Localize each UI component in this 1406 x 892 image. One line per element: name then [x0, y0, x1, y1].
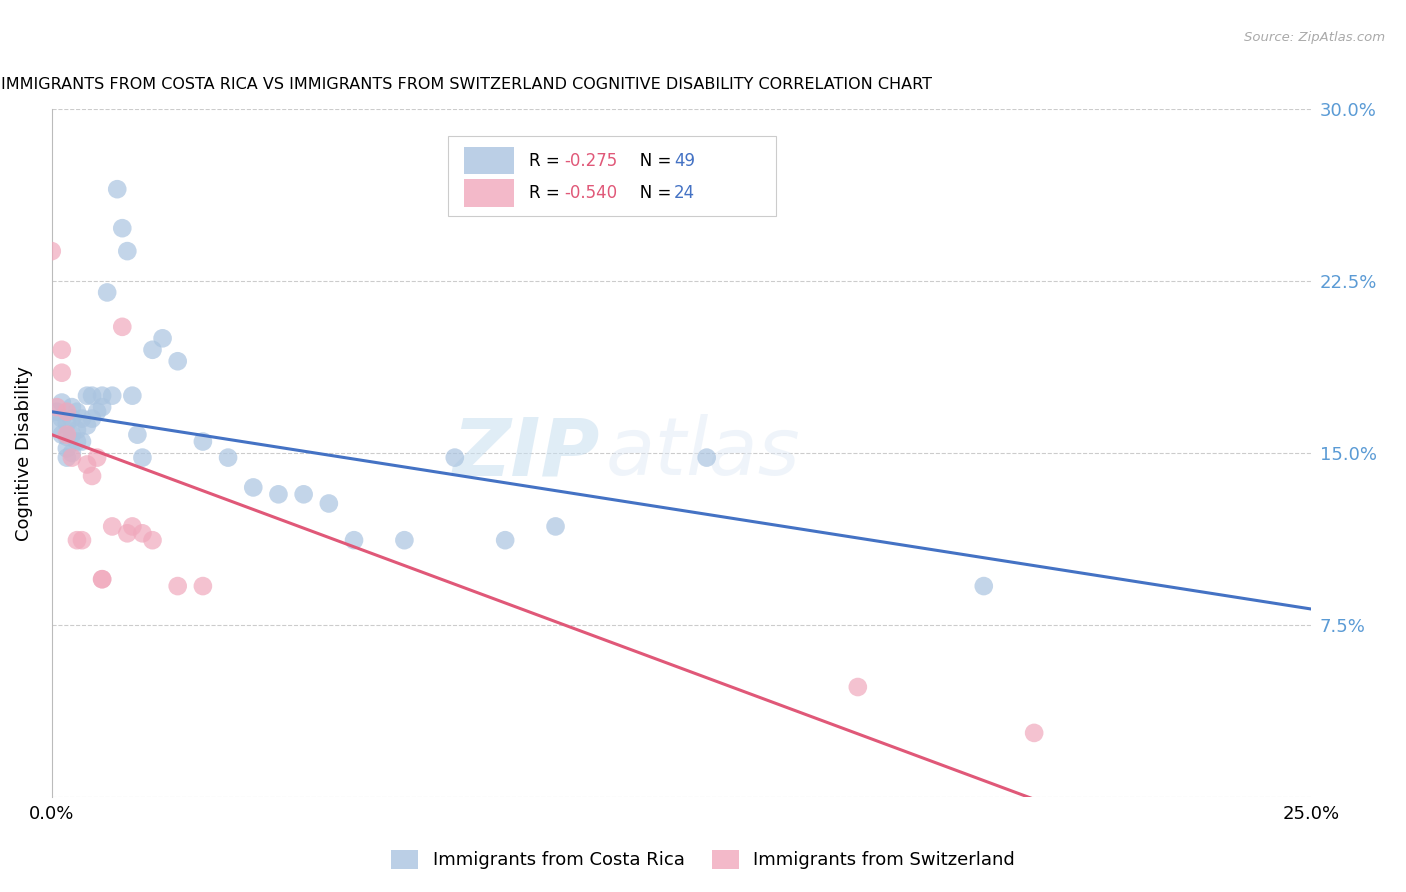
Point: [267, 487, 290, 501]
Text: N =: N =: [623, 184, 676, 202]
Point: [56, 427, 79, 442]
Point: [217, 450, 239, 465]
Point: [51, 366, 73, 380]
Point: [846, 680, 869, 694]
Point: [191, 579, 214, 593]
Point: [51, 427, 73, 442]
Point: [101, 389, 124, 403]
Point: [121, 519, 143, 533]
Point: [91, 572, 114, 586]
Point: [111, 319, 134, 334]
Point: [76, 389, 98, 403]
Legend: Immigrants from Costa Rica, Immigrants from Switzerland: Immigrants from Costa Rica, Immigrants f…: [382, 841, 1024, 879]
Point: [70, 411, 93, 425]
Point: [191, 434, 214, 449]
Point: [66, 423, 89, 437]
Point: [127, 427, 149, 442]
Point: [41, 244, 63, 259]
Point: [86, 405, 108, 419]
Bar: [449, 136, 776, 216]
Point: [101, 519, 124, 533]
Point: [66, 533, 89, 548]
Point: [60, 411, 83, 425]
Point: [80, 411, 103, 425]
Point: [131, 450, 153, 465]
Point: [60, 427, 83, 442]
Text: ZIP: ZIP: [453, 414, 599, 492]
Point: [51, 411, 73, 425]
Point: [56, 416, 79, 430]
Bar: [464, 147, 515, 174]
Y-axis label: Cognitive Disability: Cognitive Disability: [15, 366, 32, 541]
Text: R =: R =: [529, 152, 565, 169]
Point: [56, 442, 79, 456]
Point: [45, 400, 67, 414]
Point: [141, 343, 163, 357]
Point: [45, 405, 67, 419]
Point: [318, 496, 340, 510]
Text: 24: 24: [673, 184, 695, 202]
Point: [443, 450, 465, 465]
Point: [91, 400, 114, 414]
Point: [91, 572, 114, 586]
Point: [166, 354, 188, 368]
Point: [80, 389, 103, 403]
Point: [343, 533, 366, 548]
Point: [76, 458, 98, 472]
Point: [51, 395, 73, 409]
Point: [66, 434, 89, 449]
Point: [86, 450, 108, 465]
Point: [96, 285, 118, 300]
Point: [696, 450, 718, 465]
Text: atlas: atlas: [606, 414, 800, 492]
Point: [111, 221, 134, 235]
Point: [166, 579, 188, 593]
Point: [105, 182, 128, 196]
Point: [152, 331, 174, 345]
Point: [56, 430, 79, 444]
Point: [60, 450, 83, 465]
Point: [56, 450, 79, 465]
Point: [544, 519, 567, 533]
Point: [131, 526, 153, 541]
Text: 49: 49: [673, 152, 695, 169]
Bar: [464, 179, 515, 207]
Point: [394, 533, 416, 548]
Point: [117, 526, 139, 541]
Point: [91, 389, 114, 403]
Text: IMMIGRANTS FROM COSTA RICA VS IMMIGRANTS FROM SWITZERLAND COGNITIVE DISABILITY C: IMMIGRANTS FROM COSTA RICA VS IMMIGRANTS…: [1, 78, 932, 93]
Point: [117, 244, 139, 259]
Text: R =: R =: [529, 184, 565, 202]
Point: [76, 418, 98, 433]
Point: [66, 405, 89, 419]
Point: [292, 487, 315, 501]
Text: N =: N =: [623, 152, 676, 169]
Point: [494, 533, 516, 548]
Text: -0.275: -0.275: [564, 152, 617, 169]
Point: [242, 480, 264, 494]
Point: [80, 469, 103, 483]
Point: [70, 533, 93, 548]
Point: [51, 343, 73, 357]
Point: [60, 446, 83, 460]
Point: [56, 405, 79, 419]
Point: [60, 400, 83, 414]
Point: [45, 418, 67, 433]
Point: [973, 579, 995, 593]
Text: Source: ZipAtlas.com: Source: ZipAtlas.com: [1244, 31, 1385, 45]
Point: [70, 434, 93, 449]
Point: [141, 533, 163, 548]
Point: [1024, 726, 1046, 740]
Text: -0.540: -0.540: [564, 184, 617, 202]
Point: [121, 389, 143, 403]
